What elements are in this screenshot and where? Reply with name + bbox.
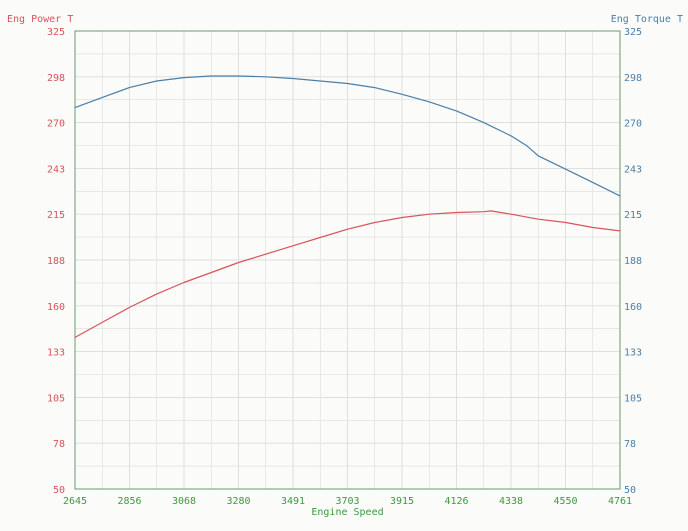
right-y-tick-label: 325 <box>624 27 642 38</box>
left-y-tick-label: 78 <box>53 439 65 450</box>
x-tick-label: 2856 <box>117 496 141 507</box>
left-y-tick-label: 325 <box>47 27 65 38</box>
series-layer <box>74 75 621 338</box>
left-y-tick-label: 105 <box>47 393 65 404</box>
right-y-tick-label: 50 <box>624 485 636 496</box>
x-tick-label: 3915 <box>390 496 414 507</box>
plot-border <box>74 30 621 490</box>
x-tick-label: 3491 <box>281 496 305 507</box>
x-tick-label: 3703 <box>335 496 359 507</box>
power-series-line <box>74 210 621 338</box>
left-y-tick-label: 160 <box>47 302 65 313</box>
left-y-tick-label: 215 <box>47 210 65 221</box>
right-axis-label: Eng Torque T <box>611 14 683 25</box>
x-tick-label: 4550 <box>553 496 577 507</box>
x-tick-label: 4761 <box>608 496 632 507</box>
right-y-tick-label: 133 <box>624 348 642 359</box>
x-tick-label: 3068 <box>172 496 196 507</box>
left-y-tick-label: 243 <box>47 164 65 175</box>
right-y-tick-label: 243 <box>624 164 642 175</box>
left-axis-label: Eng Power T <box>7 14 73 25</box>
grid <box>74 30 621 490</box>
left-y-tick-label: 270 <box>47 119 65 130</box>
x-tick-label: 2645 <box>63 496 87 507</box>
x-axis-label: Engine Speed <box>311 507 383 518</box>
torque-series-line <box>74 75 621 197</box>
left-y-tick-label: 188 <box>47 256 65 267</box>
x-tick-label: 4126 <box>444 496 468 507</box>
x-tick-label: 3280 <box>226 496 250 507</box>
right-y-tick-label: 160 <box>624 302 642 313</box>
right-y-tick-label: 105 <box>624 393 642 404</box>
right-y-tick-label: 298 <box>624 73 642 84</box>
left-y-tick-label: 298 <box>47 73 65 84</box>
left-y-tick-label: 133 <box>47 348 65 359</box>
right-y-tick-label: 215 <box>624 210 642 221</box>
right-y-tick-label: 188 <box>624 256 642 267</box>
left-y-tick-label: 50 <box>53 485 65 496</box>
right-y-tick-label: 270 <box>624 119 642 130</box>
tick-labels: 2645 2856 3068 3280 3491 3703 3915 4126 4338 4550… <box>47 27 642 507</box>
x-tick-label: 4338 <box>499 496 523 507</box>
right-y-tick-label: 78 <box>624 439 636 450</box>
